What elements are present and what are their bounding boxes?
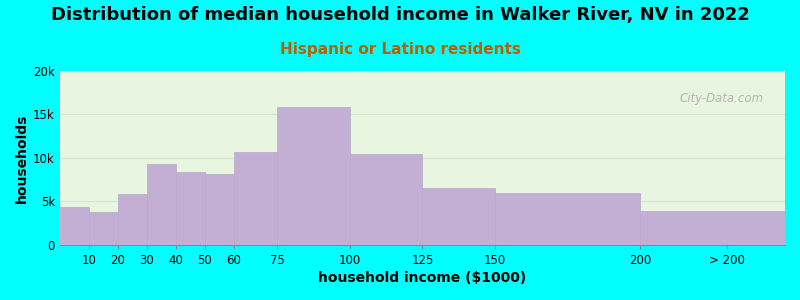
- Bar: [176, 172, 205, 245]
- Y-axis label: households: households: [15, 113, 29, 202]
- Text: Distribution of median household income in Walker River, NV in 2022: Distribution of median household income …: [50, 6, 750, 24]
- Bar: [350, 154, 422, 245]
- Text: Hispanic or Latino residents: Hispanic or Latino residents: [279, 42, 521, 57]
- Bar: [60, 207, 89, 245]
- Bar: [89, 212, 118, 245]
- Bar: [640, 211, 785, 245]
- Bar: [495, 193, 640, 245]
- Bar: [278, 107, 350, 245]
- Bar: [147, 164, 176, 245]
- Text: City-Data.com: City-Data.com: [679, 92, 763, 105]
- X-axis label: household income ($1000): household income ($1000): [318, 271, 526, 285]
- Bar: [118, 194, 147, 245]
- Bar: [422, 188, 495, 245]
- Bar: [234, 152, 278, 245]
- Bar: [205, 174, 234, 245]
